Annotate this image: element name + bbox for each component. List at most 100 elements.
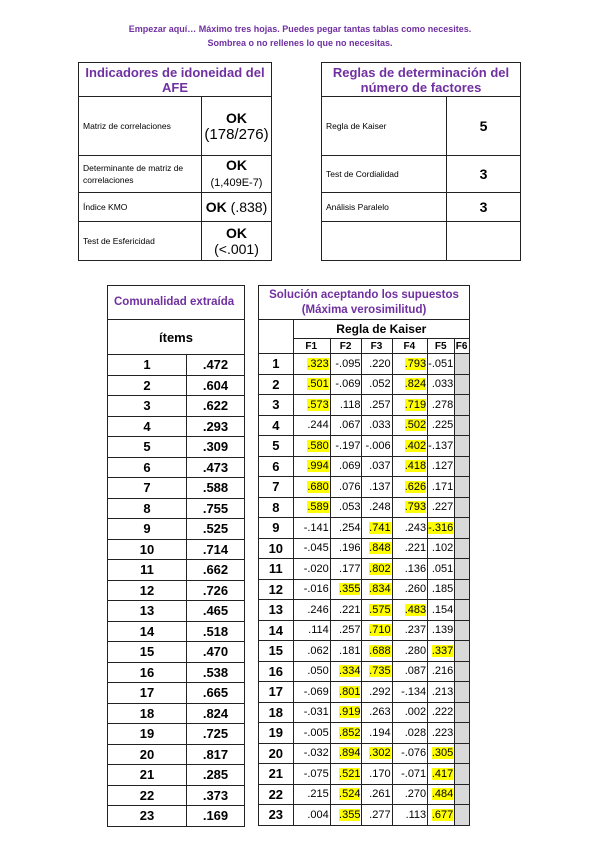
factor-loading: -.005 <box>292 722 331 744</box>
table-row: 12 -.016.355.834.260.185 <box>258 578 470 600</box>
communality-value: .824 <box>186 702 245 724</box>
item-number: 15 <box>107 641 187 663</box>
factor-loading-empty <box>454 517 470 539</box>
factor-loading: .118 <box>329 394 363 416</box>
communality-value: .538 <box>186 661 245 683</box>
factor-loading-empty <box>454 496 470 518</box>
table-row: 11 -.020.177.802.136.051 <box>258 558 470 580</box>
empty-header <box>258 319 294 354</box>
item-number: 5 <box>258 435 294 457</box>
table-row: 1.472 <box>107 354 245 376</box>
table-row: 6.994.069.037.418.127 <box>258 455 470 477</box>
factor-loading: .793 <box>391 496 429 518</box>
factor-loading: .573 <box>292 394 331 416</box>
instruction-line: Empezar aquí… Máximo tres hojas. Puedes … <box>128 24 472 34</box>
item-number: 9 <box>258 517 294 539</box>
factor-loading-empty <box>454 742 470 764</box>
factor-loading: .277 <box>361 804 393 826</box>
factor-loading: .221 <box>329 599 363 621</box>
communality-value: .665 <box>186 682 245 704</box>
factor-loading: .237 <box>391 619 429 641</box>
item-number: 20 <box>107 743 187 765</box>
table-row: 10 -.045.196.848.221.102 <box>258 537 470 559</box>
table-row: 18 -.031.919.263.002.222 <box>258 701 470 723</box>
communality-value: .525 <box>186 518 245 540</box>
factor-loading: .270 <box>391 783 429 805</box>
factor-loading: .292 <box>361 681 393 703</box>
table-row: 17.665 <box>107 682 245 704</box>
factor-loading-empty <box>454 578 470 600</box>
indicator-label: Índice KMO <box>78 192 202 222</box>
factor-loading: .735 <box>361 660 393 682</box>
factor-loading: .113 <box>391 804 429 826</box>
factor-loading: .575 <box>361 599 393 621</box>
communality-table: Comunalidad extraída ítems 1.472 2.604 3.6… <box>107 285 245 827</box>
factor-loading: .194 <box>361 722 393 744</box>
item-number: 19 <box>258 722 294 744</box>
communality-value: .169 <box>186 805 245 827</box>
factor-loading-empty <box>454 353 470 375</box>
factor-loading-empty <box>454 476 470 498</box>
communality-value: .755 <box>186 497 245 519</box>
factor-loading: -.071 <box>391 763 429 785</box>
table-row: 3.573.118.257.719.278 <box>258 394 470 416</box>
factor-loading: .589 <box>292 496 331 518</box>
communality-value: .662 <box>186 559 245 581</box>
item-number: 14 <box>258 619 294 641</box>
factor-loading: .136 <box>391 558 429 580</box>
table-row: 19 -.005.852.194.028.223 <box>258 722 470 744</box>
table-row: 15.062.181.688.280.337 <box>258 640 470 662</box>
factor-loading-empty <box>454 455 470 477</box>
factor-loading: .222 <box>427 701 456 723</box>
table-title: Indicadores de idoneidad del AFE <box>78 62 272 97</box>
item-number: 2 <box>107 374 187 396</box>
factor-loading: .004 <box>292 804 331 826</box>
rule-header: Regla de Kaiser <box>292 319 471 339</box>
table-row: 2.604 <box>107 374 245 396</box>
factor-loading: .052 <box>361 373 393 395</box>
factor-header: F3 <box>361 338 393 354</box>
factor-loading: -.076 <box>391 742 429 764</box>
items-header: ítems <box>107 319 245 355</box>
table-row: 18.824 <box>107 702 245 724</box>
factor-loading: -.075 <box>292 763 331 785</box>
factor-loading: .244 <box>292 414 331 436</box>
factor-loading: .524 <box>329 783 363 805</box>
factor-loading: .257 <box>329 619 363 641</box>
factor-loading: .227 <box>427 496 456 518</box>
item-number: 21 <box>107 764 187 786</box>
table-row: 12.726 <box>107 579 245 601</box>
item-number: 6 <box>258 455 294 477</box>
item-number: 17 <box>107 682 187 704</box>
item-number: 6 <box>107 456 187 478</box>
item-number: 9 <box>107 518 187 540</box>
factor-loading: .824 <box>391 373 429 395</box>
factor-loading: .127 <box>427 455 456 477</box>
factor-loading: .278 <box>427 394 456 416</box>
table-row: 19.725 <box>107 723 245 745</box>
factor-loading: .793 <box>391 353 429 375</box>
factor-header: F6 <box>454 338 470 354</box>
factor-loading-empty <box>454 640 470 662</box>
factor-loading: .215 <box>292 783 331 805</box>
factor-loading: .171 <box>427 476 456 498</box>
factor-loading: -.045 <box>292 537 331 559</box>
item-number: 12 <box>107 579 187 601</box>
rule-label: Test de Cordialidad <box>321 155 447 193</box>
communality-value: .588 <box>186 477 245 499</box>
factor-loading-empty <box>454 660 470 682</box>
item-number: 7 <box>258 476 294 498</box>
factor-loading: -.316 <box>427 517 456 539</box>
table-row: 11.662 <box>107 559 245 581</box>
factor-loading-empty <box>454 681 470 703</box>
item-number: 14 <box>107 620 187 642</box>
factor-loading: .302 <box>361 742 393 764</box>
factor-loading: .213 <box>427 681 456 703</box>
factor-loading: .719 <box>391 394 429 416</box>
factor-header: F5 <box>427 338 456 354</box>
item-number: 8 <box>258 496 294 518</box>
communality-value: .725 <box>186 723 245 745</box>
factor-loading: .417 <box>427 763 456 785</box>
table-row: 22.215.524.261.270.484 <box>258 783 470 805</box>
communality-value: .714 <box>186 538 245 560</box>
